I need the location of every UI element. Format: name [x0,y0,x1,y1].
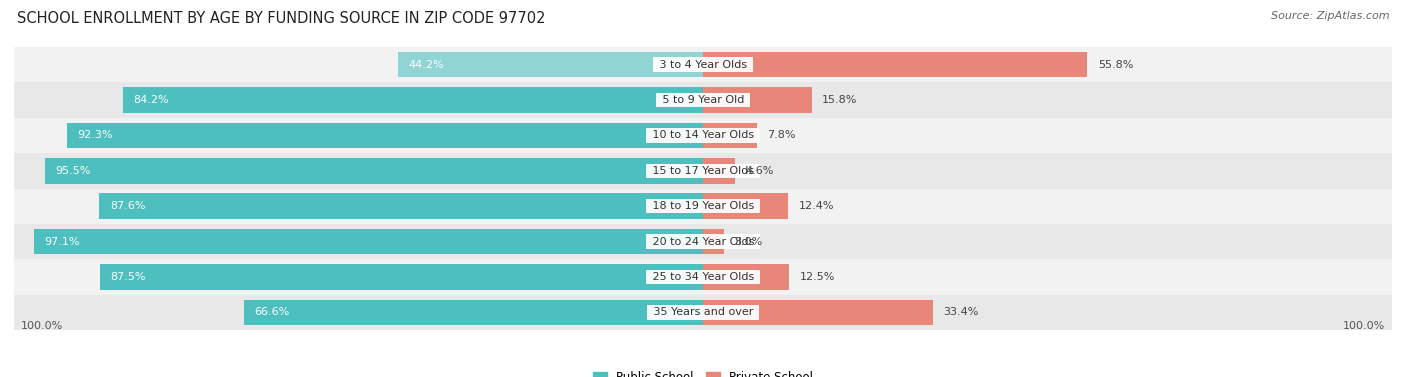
Text: 87.6%: 87.6% [110,201,145,211]
Legend: Public School, Private School: Public School, Private School [588,366,818,377]
Text: 33.4%: 33.4% [943,307,979,317]
Text: 25 to 34 Year Olds: 25 to 34 Year Olds [648,272,758,282]
Text: SCHOOL ENROLLMENT BY AGE BY FUNDING SOURCE IN ZIP CODE 97702: SCHOOL ENROLLMENT BY AGE BY FUNDING SOUR… [17,11,546,26]
Text: 15.8%: 15.8% [823,95,858,105]
Bar [245,300,703,325]
Bar [100,264,703,290]
Bar [703,229,724,254]
Text: 55.8%: 55.8% [1098,60,1133,70]
Text: 3 to 4 Year Olds: 3 to 4 Year Olds [655,60,751,70]
Bar [14,224,1392,259]
Text: 100.0%: 100.0% [21,322,63,331]
Text: 7.8%: 7.8% [768,130,796,141]
Text: 12.5%: 12.5% [800,272,835,282]
Text: 97.1%: 97.1% [45,236,80,247]
Text: 18 to 19 Year Olds: 18 to 19 Year Olds [648,201,758,211]
Bar [14,153,1392,188]
Text: 10 to 14 Year Olds: 10 to 14 Year Olds [648,130,758,141]
Bar [703,87,811,113]
Text: 3.0%: 3.0% [734,236,762,247]
Bar [14,83,1392,118]
Bar [45,158,703,184]
Text: 92.3%: 92.3% [77,130,112,141]
Bar [14,259,1392,294]
Bar [34,229,703,254]
Text: 35 Years and over: 35 Years and over [650,307,756,317]
Text: 15 to 17 Year Olds: 15 to 17 Year Olds [648,166,758,176]
Bar [14,188,1392,224]
Bar [67,123,703,148]
Bar [14,118,1392,153]
Bar [703,193,789,219]
Bar [703,264,789,290]
Bar [14,294,1392,330]
Text: Source: ZipAtlas.com: Source: ZipAtlas.com [1271,11,1389,21]
Bar [398,52,703,77]
Text: 4.6%: 4.6% [745,166,773,176]
Text: 20 to 24 Year Olds: 20 to 24 Year Olds [648,236,758,247]
Text: 44.2%: 44.2% [409,60,444,70]
Text: 12.4%: 12.4% [799,201,834,211]
Bar [703,300,934,325]
Bar [122,87,703,113]
Bar [703,158,735,184]
Text: 87.5%: 87.5% [111,272,146,282]
Bar [100,193,703,219]
Text: 100.0%: 100.0% [1343,322,1385,331]
Text: 5 to 9 Year Old: 5 to 9 Year Old [658,95,748,105]
Text: 66.6%: 66.6% [254,307,290,317]
Bar [14,47,1392,83]
Text: 84.2%: 84.2% [134,95,169,105]
Bar [703,52,1087,77]
Text: 95.5%: 95.5% [55,166,91,176]
Bar [703,123,756,148]
